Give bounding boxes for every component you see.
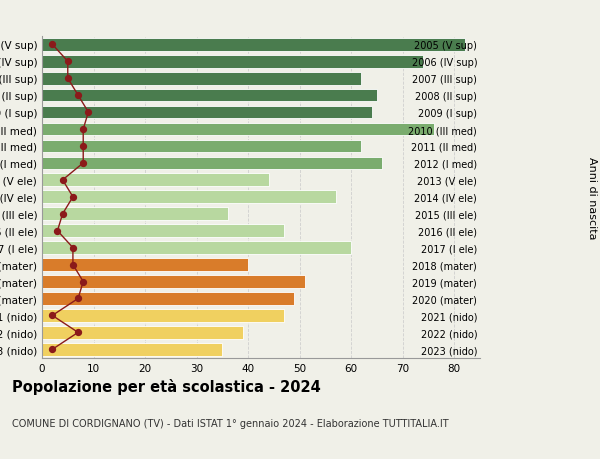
Point (58, 177, 67, 184)
Point (68, 245, 78, 252)
Bar (42, 275, 305, 288)
Bar (42, 292, 295, 305)
Point (79, 143, 88, 150)
Point (63, 58, 73, 66)
Point (79, 126, 88, 134)
Point (63, 75, 73, 83)
Bar (42, 123, 434, 136)
Bar (42, 90, 377, 102)
Bar (42, 208, 227, 221)
Point (73, 329, 83, 336)
Bar (42, 225, 284, 238)
Point (73, 92, 83, 100)
Point (79, 278, 88, 285)
Bar (42, 140, 361, 153)
Bar (42, 259, 248, 271)
Point (47, 312, 57, 319)
Text: COMUNE DI CORDIGNANO (TV) - Dati ISTAT 1° gennaio 2024 - Elaborazione TUTTITALIA: COMUNE DI CORDIGNANO (TV) - Dati ISTAT 1… (12, 418, 449, 428)
Point (53, 228, 62, 235)
Bar (42, 326, 243, 339)
Point (47, 346, 57, 353)
Point (68, 194, 78, 201)
Point (83, 109, 93, 117)
Bar (42, 106, 372, 119)
Point (73, 295, 83, 302)
Point (68, 261, 78, 269)
Bar (42, 191, 336, 204)
Point (47, 41, 57, 49)
Bar (42, 309, 284, 322)
Bar (42, 174, 269, 187)
Text: Popolazione per età scolastica - 2024: Popolazione per età scolastica - 2024 (12, 379, 321, 395)
Bar (42, 242, 351, 254)
Bar (42, 56, 424, 68)
Point (58, 211, 67, 218)
Point (79, 160, 88, 167)
Bar (42, 343, 223, 356)
Bar (42, 39, 464, 51)
Bar (42, 73, 361, 85)
Bar (42, 157, 382, 170)
Text: Anni di nascita: Anni di nascita (587, 156, 597, 239)
